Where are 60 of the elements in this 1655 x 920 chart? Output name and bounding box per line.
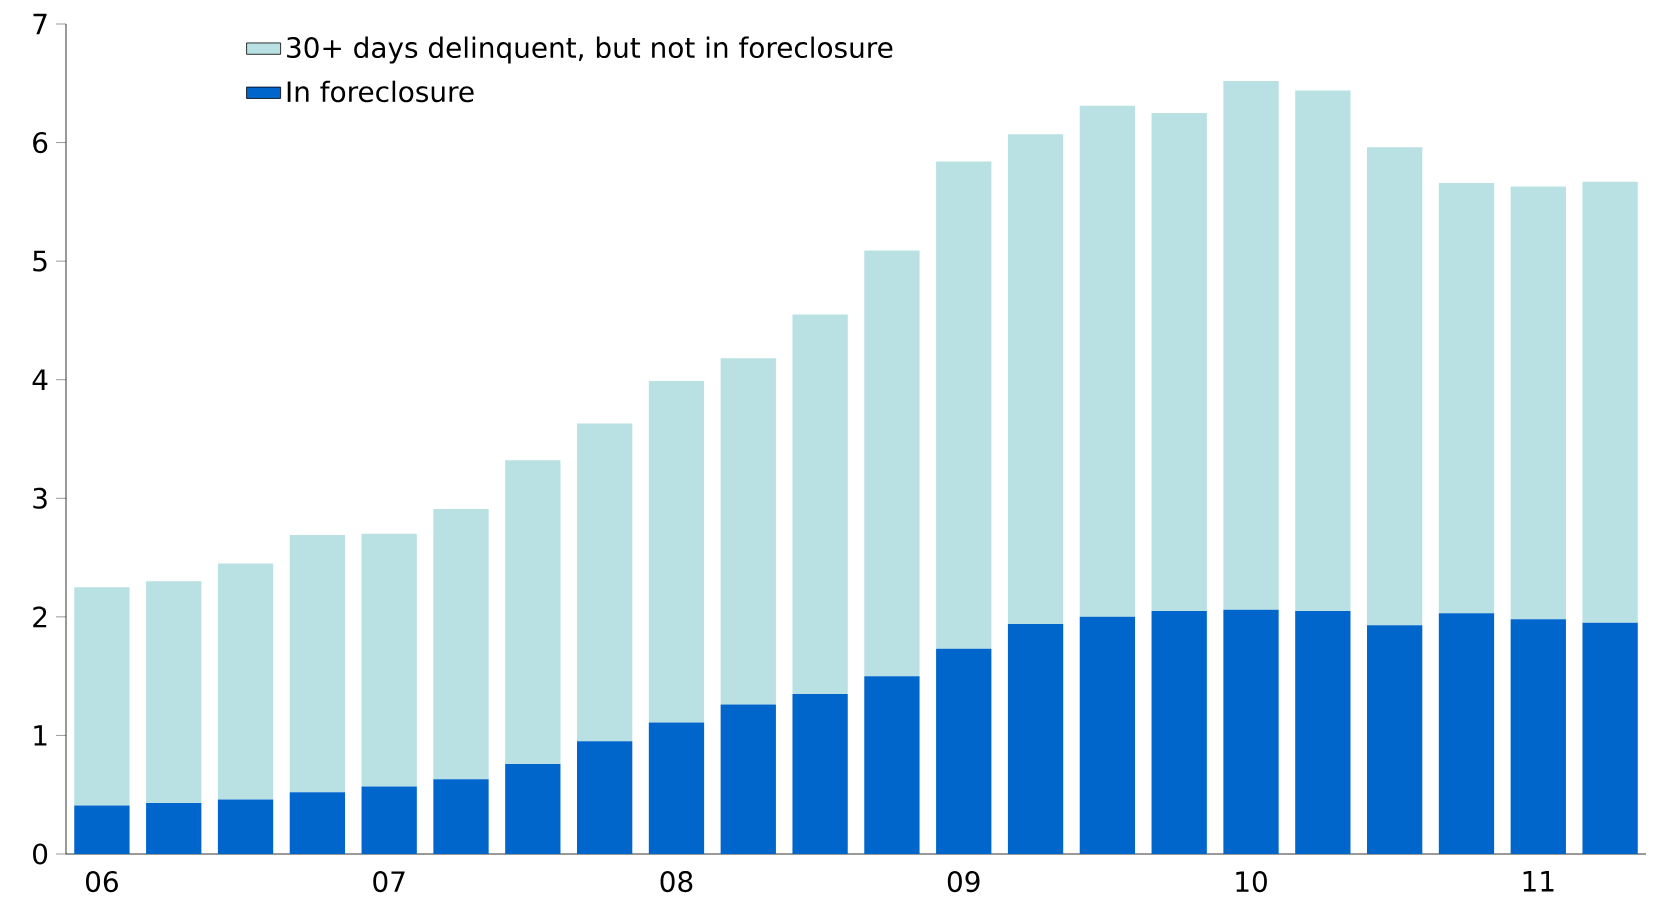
- y-tick-label: 3: [33, 487, 47, 509]
- x-tick-label: 06: [86, 871, 118, 893]
- bar: [505, 460, 561, 764]
- bar: [1151, 610, 1207, 854]
- bar: [648, 380, 705, 723]
- bar: [361, 533, 417, 787]
- bar: [74, 805, 130, 854]
- bar: [1510, 619, 1566, 854]
- bar: [74, 587, 130, 806]
- bar: [1223, 80, 1279, 610]
- bar: [936, 161, 992, 649]
- bar: [1007, 623, 1064, 854]
- x-tick-label: 11: [1523, 871, 1554, 892]
- bar: [1438, 613, 1495, 854]
- bar: [720, 358, 776, 705]
- bar: [1438, 182, 1495, 614]
- y-tick-label: 1: [34, 725, 47, 746]
- y-tick-label: 7: [33, 13, 47, 35]
- bar: [217, 563, 274, 800]
- bar: [146, 581, 202, 804]
- bar: [576, 423, 633, 742]
- y-tick-label: 2: [33, 606, 47, 628]
- bar: [792, 314, 848, 694]
- bar: [792, 693, 848, 854]
- x-tick-label: 08: [660, 871, 693, 893]
- x-tick-label: 09: [947, 871, 980, 893]
- bar: [1295, 90, 1351, 611]
- bar: [720, 704, 776, 854]
- bar: [1367, 625, 1423, 854]
- bar: [1007, 134, 1064, 624]
- bar: [433, 779, 489, 854]
- bar: [289, 535, 346, 793]
- x-tick-label: 07: [373, 871, 405, 893]
- bar: [648, 722, 705, 854]
- y-tick-label: 6: [33, 132, 48, 154]
- legend-label: In foreclosure: [287, 80, 474, 103]
- bar: [289, 792, 346, 854]
- bar: [505, 763, 561, 854]
- bar: [1151, 112, 1207, 611]
- bar: [1079, 105, 1136, 617]
- bar: [1510, 186, 1566, 620]
- bar: [864, 250, 920, 677]
- y-tick-label: 0: [33, 843, 48, 865]
- bar: [1367, 147, 1423, 626]
- bar: [433, 508, 489, 780]
- bar: [576, 741, 633, 854]
- bar: [1295, 610, 1351, 854]
- bar: [217, 799, 274, 854]
- bar: [1582, 181, 1638, 623]
- bar: [361, 786, 417, 854]
- bar: [1582, 622, 1638, 854]
- bar: [1079, 616, 1136, 854]
- x-tick-label: 10: [1236, 871, 1267, 893]
- y-tick-label: 4: [32, 369, 48, 390]
- y-tick-label: 5: [33, 250, 47, 272]
- bar: [936, 648, 992, 854]
- legend-label: 30+ days delinquent, but not in foreclosure: [287, 36, 893, 64]
- bar: [1223, 609, 1279, 854]
- bar: [146, 803, 202, 854]
- bar: [864, 676, 920, 854]
